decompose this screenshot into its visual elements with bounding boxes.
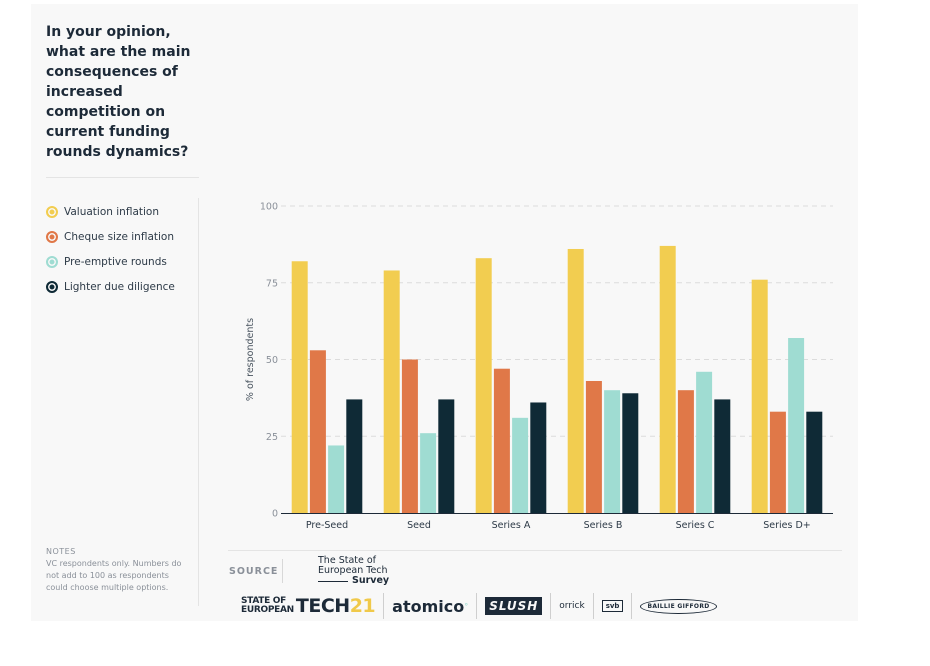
legend-item: Lighter due diligence: [46, 274, 175, 299]
slush-logo: SLUSH: [476, 593, 550, 619]
partner-logos: STATE OF EUROPEAN TECH21 atomico ° SLUSH …: [241, 593, 725, 619]
atomico-logo: atomico °: [383, 593, 476, 619]
source-line: Survey: [352, 575, 390, 586]
legend-dot-icon: [46, 205, 58, 218]
notes-text: VC respondents only. Numbers do not add …: [46, 559, 182, 592]
x-tick-label: Seed: [407, 520, 431, 531]
bar: [291, 261, 308, 513]
legend-label: Pre-emptive rounds: [64, 255, 167, 268]
bar: [659, 245, 676, 513]
bar: [512, 417, 529, 513]
bar: [493, 368, 510, 513]
divider: [228, 550, 842, 551]
chart-question: In your opinion, what are the main conse…: [46, 24, 191, 160]
x-tick-label: Series C: [676, 520, 715, 531]
bar: [585, 380, 602, 513]
source-line: The State of: [318, 555, 377, 566]
bar: [696, 371, 713, 513]
orrick-logo: orrick: [550, 593, 592, 619]
bar: [438, 399, 455, 513]
bar: [604, 390, 621, 513]
source-survey-logo: The State of European Tech Survey: [318, 556, 389, 586]
y-tick-label: 75: [266, 278, 278, 289]
divider: [282, 559, 283, 583]
y-axis-label: % of respondents: [245, 318, 256, 401]
legend-dot-icon: [46, 255, 58, 268]
legend: Valuation inflation Cheque size inflatio…: [46, 199, 175, 299]
y-tick-label: 25: [266, 432, 278, 443]
x-tick-label: Series A: [492, 520, 531, 531]
bar: [346, 399, 363, 513]
bar: [383, 270, 400, 513]
x-tick-label: Series D+: [763, 520, 811, 531]
legend-dot-icon: [46, 280, 58, 293]
bar: [401, 359, 418, 513]
y-tick-label: 100: [260, 202, 278, 213]
bar: [677, 390, 694, 513]
notes: NOTES VC respondents only. Numbers do no…: [46, 546, 186, 594]
x-tick-label: Pre-Seed: [306, 520, 348, 531]
bar: [714, 399, 731, 513]
bar: [751, 279, 768, 513]
legend-label: Cheque size inflation: [64, 230, 174, 243]
svb-logo: svb: [592, 593, 632, 619]
divider: [198, 198, 199, 606]
legend-dot-icon: [46, 230, 58, 243]
bar: [567, 248, 584, 514]
bar: [530, 402, 547, 513]
bar: [806, 411, 823, 513]
y-tick-label: 50: [266, 355, 278, 366]
legend-item: Valuation inflation: [46, 199, 175, 224]
bar: [769, 411, 786, 513]
state-of-european-tech-logo: STATE OF EUROPEAN TECH21: [241, 595, 376, 617]
notes-heading: NOTES: [46, 547, 76, 556]
bar: [622, 393, 639, 513]
baillie-gifford-logo: BAILLIE GIFFORD: [631, 593, 724, 619]
bar: [420, 433, 437, 513]
legend-item: Pre-emptive rounds: [46, 249, 175, 274]
legend-label: Valuation inflation: [64, 205, 159, 218]
divider: [46, 177, 199, 178]
bar: [475, 258, 492, 513]
bar: [328, 445, 345, 513]
source-line: European Tech: [318, 565, 388, 576]
chart-card: [31, 4, 858, 621]
bar: [309, 350, 326, 513]
y-tick-label: 0: [272, 509, 278, 520]
legend-item: Cheque size inflation: [46, 224, 175, 249]
x-tick-label: Series B: [584, 520, 623, 531]
source-label: SOURCE: [229, 566, 279, 577]
legend-label: Lighter due diligence: [64, 280, 175, 293]
bar: [788, 338, 805, 513]
